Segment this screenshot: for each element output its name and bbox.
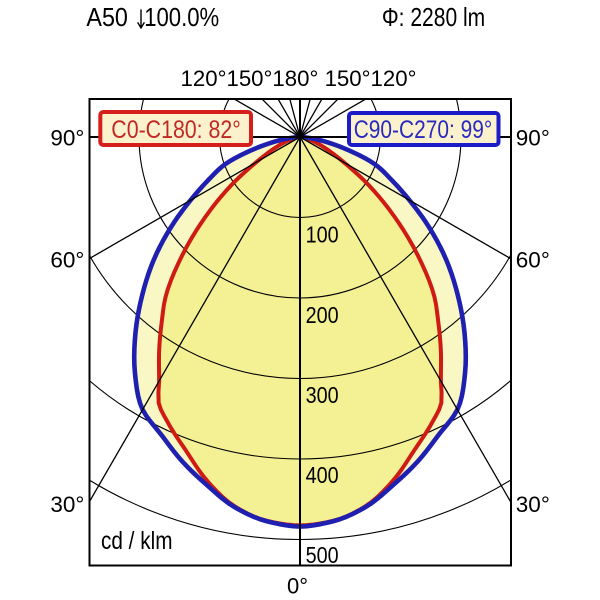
svg-text:30°: 30°: [50, 492, 84, 517]
svg-text:0°: 0°: [287, 574, 308, 599]
svg-text:C0-C180: 82°: C0-C180: 82°: [111, 116, 241, 144]
svg-text:Φ: 2280 lm: Φ: 2280 lm: [382, 2, 485, 32]
svg-text:200: 200: [306, 302, 339, 328]
svg-text:30°: 30°: [516, 492, 550, 517]
svg-text:60°: 60°: [50, 248, 84, 273]
svg-text:60°: 60°: [516, 248, 550, 273]
svg-text:C90-C270: 99°: C90-C270: 99°: [354, 116, 493, 144]
svg-text:100: 100: [306, 221, 339, 247]
svg-text:100.0%: 100.0%: [144, 2, 219, 32]
svg-text:500: 500: [306, 542, 339, 568]
svg-text:A50: A50: [86, 2, 128, 32]
svg-text:400: 400: [306, 462, 339, 488]
svg-text:90°: 90°: [516, 126, 550, 151]
svg-text:90°: 90°: [50, 126, 84, 151]
svg-text:120°150°180° 150°120°: 120°150°180° 150°120°: [181, 66, 417, 91]
svg-text:cd / klm: cd / klm: [101, 527, 173, 555]
svg-text:300: 300: [306, 382, 339, 408]
